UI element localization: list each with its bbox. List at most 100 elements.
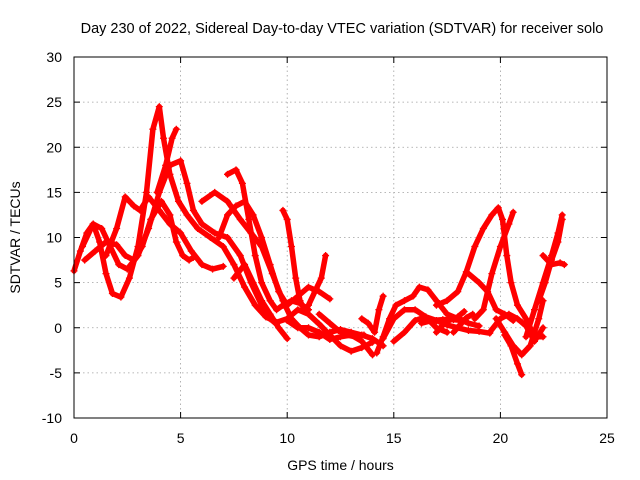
series-track-20 [432,204,547,341]
data-point [315,310,323,318]
data-point [360,331,368,339]
series-line [450,311,476,336]
data-point [138,243,146,251]
data-point [166,220,174,228]
data-point [488,211,496,219]
data-point [454,288,462,296]
x-tick-label: 0 [70,430,78,446]
data-point [279,206,287,214]
data-point [224,170,232,178]
data-point [443,297,451,305]
data-point [153,188,161,196]
data-point [115,261,123,269]
data-point [479,306,487,314]
data-point [390,315,398,323]
y-tick-label: -5 [50,365,63,381]
data-point [300,306,308,314]
series-track-5 [153,125,180,196]
axis-ticks: 0 5 10 15 20 25 -10 -5 0 5 10 15 20 25 30 [42,49,615,446]
data-point [189,206,197,214]
data-point [464,270,472,278]
data-point [238,179,246,187]
data-point [211,229,219,237]
series-line [540,252,568,268]
data-point [379,335,387,343]
y-tick-label: 10 [46,230,62,246]
data-point [558,211,566,219]
data-point [392,301,400,309]
data-point [503,252,511,260]
data-point [268,270,276,278]
series-line [523,212,565,340]
data-point [326,319,334,327]
data-point [531,306,539,314]
data-point [258,279,266,287]
data-point [273,306,281,314]
data-point [411,317,419,325]
data-point [283,215,291,223]
data-point [91,247,99,255]
data-point [326,328,334,336]
data-point [76,247,84,255]
data-point [535,315,543,323]
y-tick-label: 30 [46,49,62,65]
data-point [224,234,232,241]
data-point [198,197,206,205]
data-point [475,279,483,287]
data-point [279,301,287,309]
data-point [266,310,274,318]
data-point [236,252,244,260]
data-point [539,333,547,341]
data-point [400,306,408,314]
data-point [258,243,266,251]
data-point [462,314,470,322]
x-axis-label: GPS time / hours [287,457,394,473]
data-point [492,315,500,323]
data-point [81,256,89,264]
data-point [539,279,547,287]
data-point [411,306,419,314]
data-point [174,197,182,205]
data-point [539,252,547,260]
data-point [123,265,131,273]
data-point [456,321,464,329]
data-point [358,315,366,323]
data-point [443,328,451,336]
data-point [121,193,129,201]
data-point [475,327,483,335]
data-point [499,215,507,223]
data-point [287,243,295,251]
data-point [177,157,185,165]
data-point [230,274,238,282]
data-point [347,347,355,355]
data-point [166,211,174,219]
series-track-10 [279,206,330,314]
data-point [147,215,155,223]
data-point [315,320,323,328]
data-point [471,243,479,251]
data-point [211,188,219,196]
data-point [172,125,180,133]
data-point [294,306,302,314]
data-point [317,274,325,282]
data-point [219,262,227,270]
data-point [292,274,300,282]
data-point [305,324,313,332]
data-point [464,319,472,327]
data-point [513,315,521,323]
series-line [71,103,376,354]
data-point [439,321,447,329]
data-point [155,206,163,214]
data-point [373,349,381,357]
data-point [249,279,257,287]
data-point [305,283,313,291]
x-tick-label: 25 [599,430,615,446]
y-tick-label: 20 [46,139,62,155]
series-track-27 [522,211,566,341]
data-point [371,328,379,336]
data-point [428,317,436,325]
data-point [251,252,259,260]
data-point [136,206,144,214]
data-point [241,261,249,269]
